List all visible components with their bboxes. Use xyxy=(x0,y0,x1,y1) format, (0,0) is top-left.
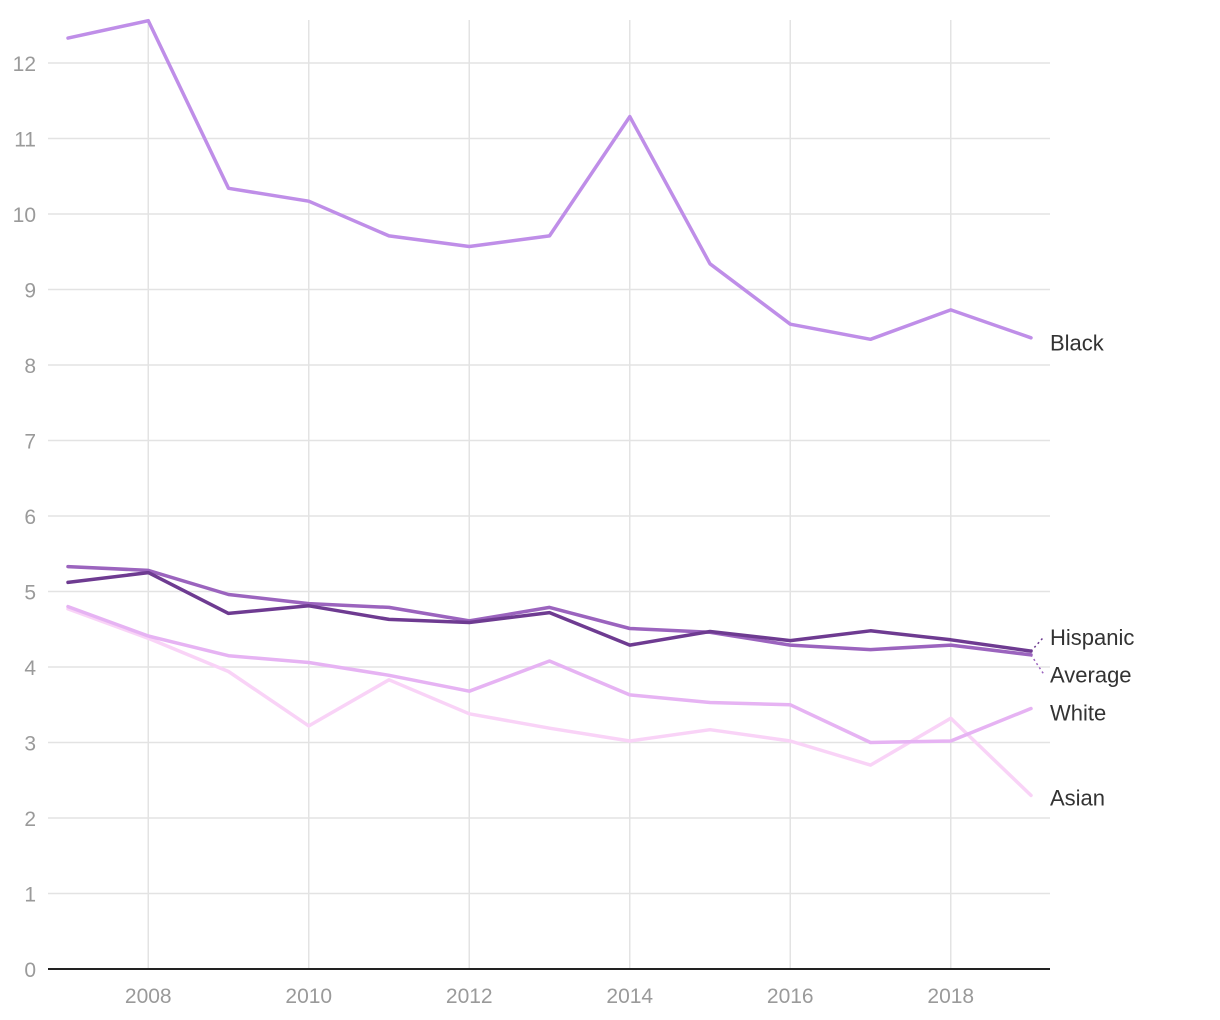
x-tick-label-2018: 2018 xyxy=(927,985,974,1008)
leader-line-hispanic xyxy=(1030,636,1045,652)
x-tick-label-2008: 2008 xyxy=(125,985,172,1008)
y-tick-label-2: 2 xyxy=(24,808,36,831)
series-line-white xyxy=(66,604,1033,745)
leader-line-average xyxy=(1030,654,1045,675)
y-tick-label-7: 7 xyxy=(24,431,36,454)
series-label-hispanic: Hispanic xyxy=(1050,625,1134,650)
y-tick-label-1: 1 xyxy=(24,884,36,907)
series-line-black xyxy=(66,18,1033,342)
x-tick-label-2012: 2012 xyxy=(446,985,493,1008)
series-label-average: Average xyxy=(1050,663,1132,688)
grid-layer xyxy=(48,20,1050,969)
y-tick-label-8: 8 xyxy=(24,355,36,378)
x-tick-label-2014: 2014 xyxy=(606,985,653,1008)
y-tick-label-6: 6 xyxy=(24,506,36,529)
series-line-hispanic xyxy=(66,570,1033,653)
x-tick-label-2016: 2016 xyxy=(767,985,814,1008)
x-tick-label-2010: 2010 xyxy=(285,985,332,1008)
series-label-white: White xyxy=(1050,700,1106,725)
y-tick-label-3: 3 xyxy=(24,733,36,756)
series-label-asian: Asian xyxy=(1050,786,1105,811)
y-tick-label-11: 11 xyxy=(14,129,36,152)
y-tick-label-5: 5 xyxy=(24,582,36,605)
y-tick-label-10: 10 xyxy=(13,204,36,227)
series-line-asian xyxy=(66,607,1033,798)
y-tick-label-12: 12 xyxy=(13,53,36,76)
series-label-black: Black xyxy=(1050,330,1105,355)
y-tick-label-9: 9 xyxy=(24,280,36,303)
label-layer: Asian White Average Hispanic Black xyxy=(1030,330,1134,811)
series-line-average xyxy=(66,564,1033,657)
y-tick-label-0: 0 xyxy=(24,959,36,982)
series-layer xyxy=(66,18,1033,798)
y-tick-label-4: 4 xyxy=(24,657,36,680)
